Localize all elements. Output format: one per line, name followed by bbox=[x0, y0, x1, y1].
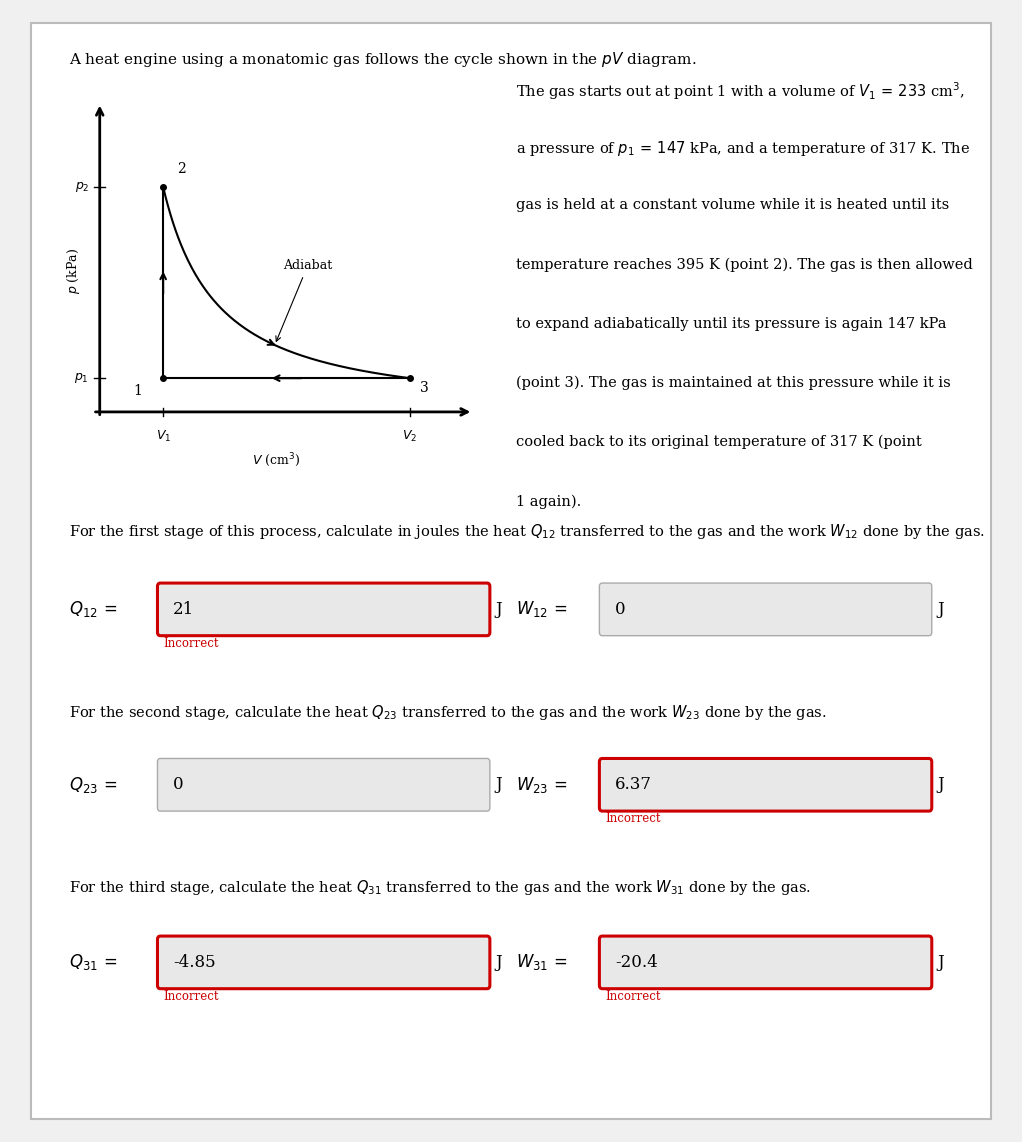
Text: $W_{31}\,=$: $W_{31}\,=$ bbox=[516, 952, 567, 972]
Text: 2: 2 bbox=[177, 162, 186, 176]
Text: $Q_{31}\,=$: $Q_{31}\,=$ bbox=[69, 952, 118, 972]
FancyBboxPatch shape bbox=[157, 936, 490, 989]
FancyBboxPatch shape bbox=[599, 758, 932, 811]
Text: 0: 0 bbox=[615, 601, 625, 618]
Text: (point 3). The gas is maintained at this pressure while it is: (point 3). The gas is maintained at this… bbox=[516, 376, 950, 391]
FancyBboxPatch shape bbox=[599, 936, 932, 989]
Text: J: J bbox=[496, 777, 502, 794]
Text: gas is held at a constant volume while it is heated until its: gas is held at a constant volume while i… bbox=[516, 199, 949, 212]
Text: a pressure of $p_1\,=\,147$ kPa, and a temperature of 317 K. The: a pressure of $p_1\,=\,147$ kPa, and a t… bbox=[516, 139, 970, 158]
Text: A heat engine using a monatomic gas follows the cycle shown in the $pV$ diagram.: A heat engine using a monatomic gas foll… bbox=[69, 50, 697, 70]
Text: cooled back to its original temperature of 317 K (point: cooled back to its original temperature … bbox=[516, 435, 922, 450]
Text: J: J bbox=[937, 954, 944, 971]
Text: For the third stage, calculate the heat $Q_{31}$ transferred to the gas and the : For the third stage, calculate the heat … bbox=[69, 878, 811, 896]
Text: Adiabat: Adiabat bbox=[276, 259, 332, 341]
Text: $Q_{23}\,=$: $Q_{23}\,=$ bbox=[69, 774, 118, 795]
Text: Incorrect: Incorrect bbox=[605, 990, 660, 1003]
Text: $p$ (kPa): $p$ (kPa) bbox=[64, 248, 82, 295]
Text: Incorrect: Incorrect bbox=[164, 637, 219, 650]
FancyBboxPatch shape bbox=[157, 758, 490, 811]
Text: For the first stage of this process, calculate in joules the heat $Q_{12}$ trans: For the first stage of this process, cal… bbox=[69, 522, 985, 540]
Text: 1: 1 bbox=[133, 384, 142, 397]
Text: -20.4: -20.4 bbox=[615, 954, 657, 971]
Text: $p_1$: $p_1$ bbox=[75, 371, 89, 385]
Text: -4.85: -4.85 bbox=[173, 954, 216, 971]
Text: J: J bbox=[496, 954, 502, 971]
Text: For the second stage, calculate the heat $Q_{23}$ transferred to the gas and the: For the second stage, calculate the heat… bbox=[69, 702, 827, 722]
FancyBboxPatch shape bbox=[31, 23, 991, 1119]
Text: The gas starts out at point 1 with a volume of $V_1\,=\,233$ cm$^3$,: The gas starts out at point 1 with a vol… bbox=[516, 80, 965, 102]
Text: 3: 3 bbox=[420, 381, 429, 395]
FancyBboxPatch shape bbox=[157, 584, 490, 636]
Text: $p_2$: $p_2$ bbox=[75, 180, 89, 194]
Text: J: J bbox=[496, 601, 502, 618]
FancyBboxPatch shape bbox=[599, 584, 932, 636]
Text: temperature reaches 395 K (point 2). The gas is then allowed: temperature reaches 395 K (point 2). The… bbox=[516, 257, 973, 272]
Text: $V_2$: $V_2$ bbox=[403, 428, 417, 444]
Text: Incorrect: Incorrect bbox=[164, 990, 219, 1003]
Text: 0: 0 bbox=[173, 777, 184, 794]
Text: to expand adiabatically until its pressure is again 147 kPa: to expand adiabatically until its pressu… bbox=[516, 316, 946, 331]
Text: $W_{23}\,=$: $W_{23}\,=$ bbox=[516, 774, 567, 795]
Text: 1 again).: 1 again). bbox=[516, 494, 582, 508]
Text: 6.37: 6.37 bbox=[615, 777, 652, 794]
Text: $V$ (cm$^3$): $V$ (cm$^3$) bbox=[251, 451, 300, 469]
Text: $W_{12}\,=$: $W_{12}\,=$ bbox=[516, 600, 567, 619]
Text: J: J bbox=[937, 601, 944, 618]
Text: $Q_{12}\,=$: $Q_{12}\,=$ bbox=[69, 600, 118, 619]
Text: Incorrect: Incorrect bbox=[605, 812, 660, 826]
Text: J: J bbox=[937, 777, 944, 794]
Text: $V_1$: $V_1$ bbox=[155, 428, 171, 444]
Text: 21: 21 bbox=[173, 601, 194, 618]
